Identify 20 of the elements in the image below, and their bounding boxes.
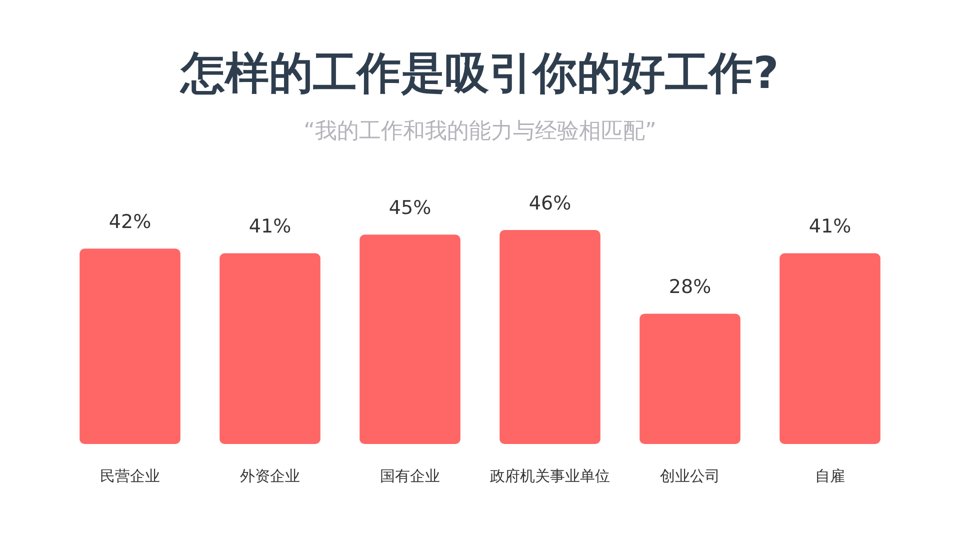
- bar: [640, 314, 740, 444]
- data-label: 41%: [808, 216, 852, 238]
- bar: [220, 253, 320, 444]
- data-label: 42%: [108, 211, 152, 234]
- chart-title: 怎样的工作是吸引你的好工作?: [178, 47, 780, 101]
- chart-subtitle: “我的工作和我的能力与经验相匹配”: [302, 118, 658, 146]
- x-tick-label: 外资企业: [240, 466, 300, 485]
- data-label: 46%: [528, 192, 572, 214]
- bar: [500, 230, 600, 444]
- bar: [360, 234, 460, 444]
- x-tick-label: 政府机关事业单位: [490, 466, 610, 485]
- bar: [80, 248, 180, 444]
- data-label: 41%: [248, 216, 292, 238]
- data-label: 45%: [388, 197, 432, 220]
- x-tick-label: 民营企业: [100, 466, 160, 485]
- x-tick-label: 国有企业: [380, 466, 440, 485]
- data-label: 28%: [668, 276, 712, 298]
- bar: [780, 253, 880, 444]
- x-tick-label: 自雇: [815, 466, 845, 485]
- x-tick-label: 创业公司: [660, 466, 720, 485]
